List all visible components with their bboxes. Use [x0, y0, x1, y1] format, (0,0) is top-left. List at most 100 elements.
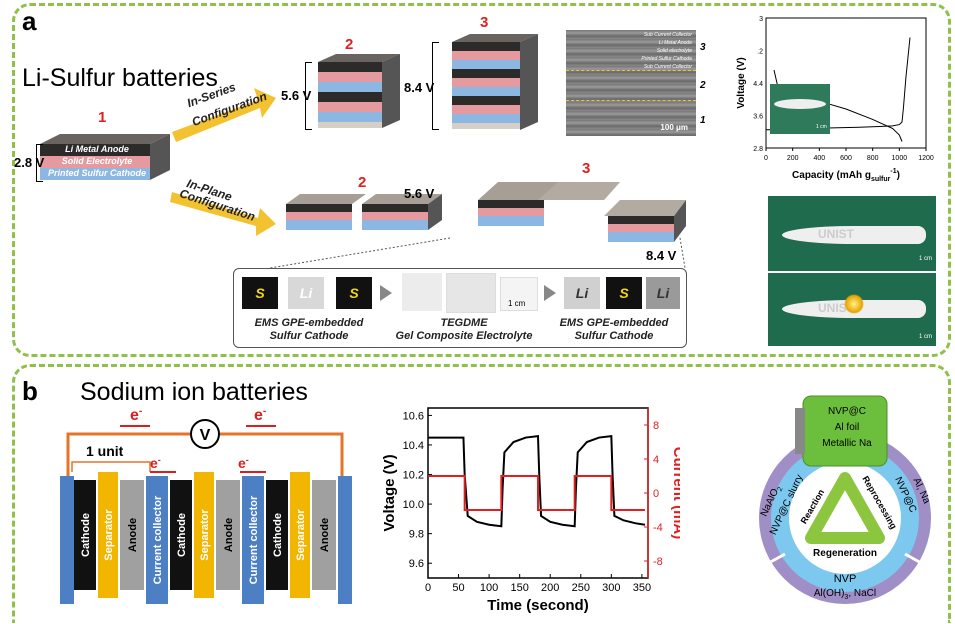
time-ylabel: Voltage (V) [381, 454, 398, 531]
cell-9 [290, 472, 310, 598]
paper-plane-photo: UNIST UNIST 1 cm 1 cm [768, 196, 936, 346]
panel-b-label: b [22, 376, 38, 406]
cycle-top-2: Al foil [835, 422, 859, 433]
time-ytick-label-0: 9.6 [409, 558, 424, 570]
cell-label-6: Anode [223, 518, 235, 552]
cap-xtick-label-4: 800 [867, 155, 879, 162]
cap-ytick-label-3: 3.6 [753, 114, 763, 121]
v3-series-label: 8.4 V [404, 80, 435, 95]
layer-anode-label: Li Metal Anode [65, 144, 129, 154]
sem-label-2: Solid electrolyte [656, 48, 692, 54]
time-xtick-label-1: 50 [452, 582, 464, 594]
sem-scale-label: 100 μm [660, 123, 688, 132]
photo-membrane-2 [446, 273, 496, 313]
sem-dash-1 [566, 70, 696, 71]
v3-series-bracket [432, 42, 439, 130]
step-3-plane-label: 3 [582, 160, 591, 177]
sem-dash-2 [566, 100, 696, 101]
panel-b-title: Sodium ion batteries [80, 378, 308, 406]
cell-6 [216, 480, 240, 590]
time-y2tick-label-2: 0 [653, 488, 659, 500]
cap-ylabel: Voltage (V) [736, 57, 747, 108]
time-ytick-label-3: 10.2 [403, 470, 424, 482]
ring-divider-1 [766, 552, 786, 566]
time-xlabel: Time (second) [487, 597, 588, 614]
layer-cathode-label: Printed Sulfur Cathode [47, 168, 146, 178]
plane-photo-label-1: UNIST [818, 227, 854, 241]
voltmeter-circle [190, 419, 220, 449]
cell-label-1: Separator [103, 509, 115, 561]
time-xtick-label-5: 250 [572, 582, 590, 594]
caption-1a: EMS GPE-embedded [254, 317, 364, 329]
sem-num-3: 3 [700, 42, 706, 53]
cell-label-3: Current collector [152, 495, 164, 584]
time-current-series [428, 475, 645, 511]
cell-label-5: Separator [199, 509, 211, 561]
cell-1 [98, 472, 118, 598]
unit-label: 1 unit [86, 443, 124, 459]
cycle-top-1: NVP@C [828, 406, 866, 417]
cap-xtick-label-1: 200 [787, 155, 799, 162]
cell-label-7: Current collector [248, 495, 260, 584]
cycle-regeneration: Regeneration [813, 548, 877, 559]
cap-xtick-label-2: 400 [813, 155, 825, 162]
sodium-cell-schematic: V e- e- 1 unit e- e- Cathode Separator Ano… [60, 410, 352, 604]
cell-label-10: Anode [319, 518, 331, 552]
time-xtick-label-0: 0 [425, 582, 431, 594]
cell-7 [242, 476, 264, 604]
photo-scale-label: 1 cm [508, 299, 526, 308]
v1-label: 2.8 V [14, 155, 45, 170]
cell-4 [170, 480, 192, 590]
time-xtick-label-4: 200 [541, 582, 559, 594]
panel-a [12, 3, 951, 357]
v1-bracket [36, 144, 43, 182]
cell-label-2: Anode [127, 518, 139, 552]
time-ytick-label-2: 10.0 [403, 499, 424, 511]
step-2-plane-label: 2 [358, 174, 367, 191]
cell-10 [312, 480, 336, 590]
photo-strip: S Li S 1 cm Li S Li EMS GPE-embedded Sul… [233, 268, 687, 348]
photo-membrane-3 [500, 277, 538, 311]
cell-8 [266, 480, 288, 590]
time-y2tick-label-1: -4 [653, 522, 663, 534]
inner-circle [789, 462, 901, 574]
caption-2a: TEGDME [440, 317, 488, 329]
cap-ytick-label-2: 4.4 [753, 81, 763, 88]
series-stack-3 [452, 34, 538, 130]
cell-0 [74, 480, 96, 590]
step-1-label: 1 [98, 109, 107, 126]
external-circuit [66, 432, 344, 476]
voltmeter-label: V [200, 427, 211, 444]
cell-label-4: Cathode [176, 513, 188, 557]
plane-photo-1 [782, 226, 926, 244]
caption-2b: Gel Composite Electrolyte [395, 330, 533, 342]
plane-scale-2: 1 cm [918, 334, 932, 340]
cap-plot-frame [765, 17, 927, 149]
end-collector-right [338, 476, 352, 604]
cap-xtick-label-0: 0 [764, 155, 768, 162]
cell-3 [146, 476, 168, 604]
photo-sulfur-1: S [242, 277, 278, 309]
ring-divider-2 [904, 552, 924, 566]
time-voltage-series [428, 434, 646, 528]
time-ytick-label-5: 10.6 [403, 410, 424, 422]
battery-terminal-icon [795, 408, 805, 454]
cycle-bottom-1: NVP [834, 573, 857, 585]
led-glow [844, 294, 864, 314]
cell-2 [120, 480, 144, 590]
sem-num-2: 2 [700, 80, 706, 91]
photo-li-1: Li [288, 277, 324, 309]
v2-series-bracket [305, 62, 312, 130]
series-stack-2 [318, 54, 400, 128]
caption-3a: EMS GPE-embedded [559, 317, 669, 329]
cycle-bottom-2: Al(OH)3, NaCl [814, 588, 876, 601]
cap-ytick-label-0: 3 [759, 16, 763, 23]
sem-cross-section-image: Sub Current Collector Li Metal Anode Sol… [566, 30, 696, 136]
plane-stack-2 [286, 194, 442, 230]
electron-label-1: e- [130, 410, 142, 424]
cell-label-8: Cathode [272, 513, 284, 557]
time-y2tick-label-4: 8 [653, 420, 659, 432]
single-cell-stack [40, 134, 170, 180]
sem-label-3: Printed Sulfur Cathode [641, 56, 692, 62]
panel-b [12, 364, 951, 623]
